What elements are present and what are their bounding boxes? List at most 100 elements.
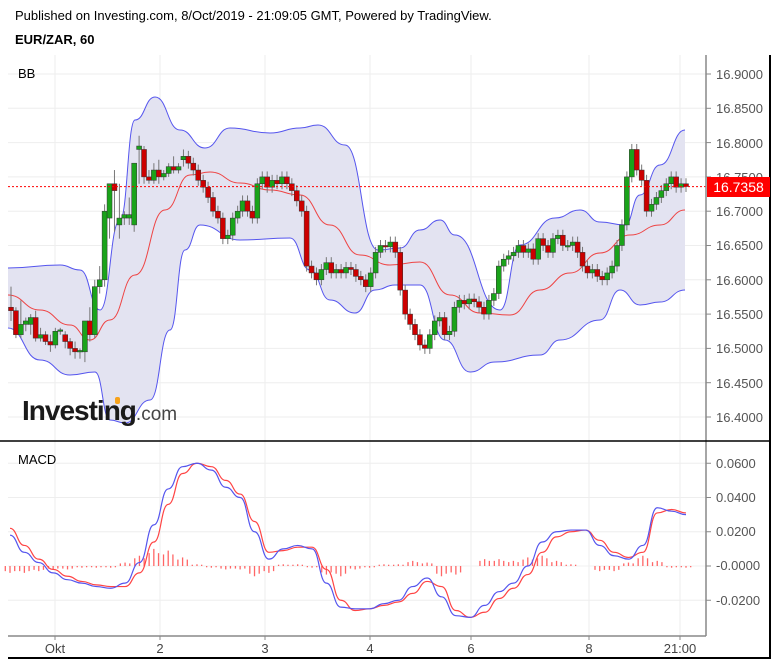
candle-up [323, 262, 330, 270]
candle-down [195, 169, 201, 181]
candle-up [510, 252, 517, 257]
candle-down [353, 269, 359, 277]
candle-down [289, 183, 295, 191]
y-tick-main: 16.8500 [716, 101, 763, 116]
candle-down [540, 238, 546, 246]
candle-up [486, 300, 492, 315]
candle-up [259, 176, 266, 185]
candle-down [215, 210, 221, 219]
candle-down [574, 241, 581, 253]
candle-up [496, 265, 502, 294]
candle-up [234, 210, 241, 219]
candle-down [481, 306, 487, 315]
candle-up [451, 306, 458, 332]
candle-up [52, 331, 59, 346]
candle-down [146, 176, 152, 181]
candle-down [638, 169, 645, 181]
candle-down [313, 272, 320, 281]
candle-down [13, 310, 19, 335]
candle-up [466, 298, 472, 305]
candle-up [614, 245, 620, 267]
x-tick: 21:00 [663, 641, 697, 656]
candle-up [77, 350, 83, 353]
candle-down [308, 265, 315, 274]
y-tick-main: 16.4500 [716, 376, 763, 391]
candle-down [210, 197, 216, 212]
candle-down [32, 317, 39, 339]
candle-down [338, 269, 344, 274]
candle-down [579, 252, 586, 267]
candle-up [121, 214, 128, 219]
candle-down [328, 262, 335, 274]
macd-signal-line [9, 462, 687, 618]
candle-up [367, 272, 374, 287]
candle-down [47, 341, 54, 346]
candle-up [629, 149, 635, 178]
candle-up [126, 214, 132, 219]
candle-up [131, 162, 137, 226]
candle-down [303, 210, 310, 267]
bb-fill [8, 97, 685, 423]
candle-down [274, 180, 280, 185]
candle-up [160, 173, 167, 178]
candle-up [229, 217, 236, 236]
y-tick-main: 16.4000 [716, 410, 763, 425]
candle-down [348, 267, 354, 270]
bb-lower-line [7, 224, 686, 424]
investing-logo: Investing.com [22, 395, 177, 427]
candle-up [377, 245, 384, 253]
candle-up [387, 241, 394, 248]
candle-down [461, 300, 468, 305]
y-tick-main: 16.8000 [716, 136, 763, 151]
candle-down [633, 149, 640, 171]
candle-up [27, 317, 34, 325]
candle-down [249, 210, 256, 219]
macd-line [9, 462, 687, 618]
candle-down [392, 241, 399, 253]
candle-up [500, 258, 507, 267]
candle-down [358, 276, 364, 281]
candle-down [584, 265, 591, 274]
candle-down [471, 298, 477, 303]
x-tick: 4 [366, 641, 374, 656]
candle-down [530, 248, 537, 260]
candle-down [417, 334, 423, 346]
candle-up [456, 300, 463, 308]
x-tick: 2 [156, 641, 164, 656]
logo-accent-icon [115, 397, 120, 404]
candle-up [101, 210, 108, 281]
candle-up [565, 245, 571, 248]
candle-up [569, 241, 576, 246]
candle-down [62, 334, 68, 342]
candle-up [658, 190, 665, 198]
candle-up [446, 331, 453, 335]
candle-up [624, 176, 630, 226]
candle-down [156, 169, 162, 178]
candle-up [525, 248, 532, 253]
y-tick-main: 16.5500 [716, 307, 763, 322]
candle-down [42, 334, 49, 342]
candle-down [545, 245, 551, 253]
candle-up [372, 252, 379, 274]
candle-up [431, 320, 438, 335]
candle-down [67, 341, 73, 349]
candle-up [555, 234, 561, 239]
candle-up [515, 245, 522, 253]
candle-down [264, 176, 270, 188]
candle-up [653, 197, 660, 205]
candle-down [284, 176, 290, 185]
candle-up [175, 166, 182, 171]
candle-up [648, 204, 655, 212]
candle-down [87, 320, 93, 335]
candle-up [180, 156, 187, 161]
candle-down [520, 245, 527, 253]
candle-down [643, 180, 650, 212]
candle-up [106, 183, 113, 219]
candle-down [141, 149, 147, 178]
candle-down [599, 276, 605, 281]
candle-up [427, 334, 433, 349]
y-tick-macd: -0.0200 [716, 593, 761, 608]
candle-down [402, 289, 408, 315]
candle-down [412, 324, 418, 335]
